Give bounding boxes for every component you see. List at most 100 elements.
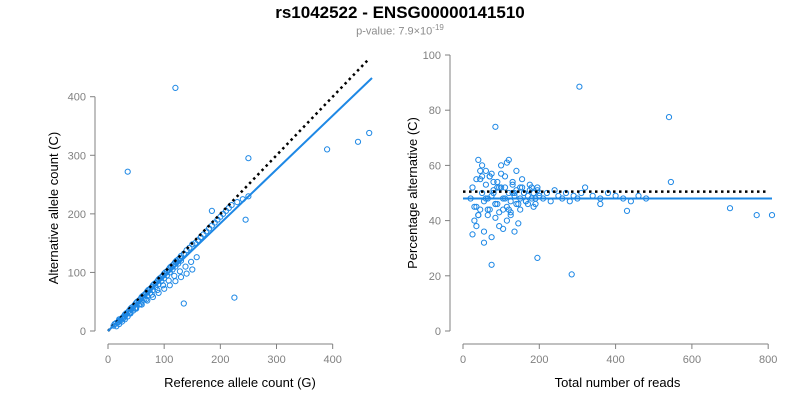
- left-data-point: [183, 270, 190, 277]
- left-x-tick-label: 300: [267, 354, 285, 366]
- right-data-point: [513, 200, 520, 208]
- right-data-point: [479, 162, 486, 169]
- right-x-tick-label: 200: [530, 354, 548, 366]
- right-data-point: [503, 159, 510, 166]
- right-data-point: [517, 206, 524, 213]
- right-x-tick-label: 0: [460, 354, 466, 366]
- left-data-point: [124, 168, 131, 175]
- right-data-point: [471, 203, 478, 210]
- right-data-point: [501, 184, 509, 191]
- left-data-point: [189, 241, 196, 248]
- left-x-axis-title: Reference allele count (G): [164, 375, 316, 390]
- right-data-point: [505, 189, 512, 197]
- left-data-point: [208, 207, 215, 214]
- left-x-tick-label: 400: [324, 354, 342, 366]
- left-data-point: [143, 296, 150, 303]
- left-x-tick-label: 0: [105, 354, 111, 366]
- right-data-point: [494, 200, 501, 208]
- right-data-point: [498, 162, 505, 169]
- right-data-point: [492, 123, 499, 130]
- chart-subtitle: p-value: 7.9×10-19: [0, 23, 800, 38]
- right-x-tick-label: 800: [759, 354, 777, 366]
- right-data-point: [469, 231, 476, 238]
- left-panel: 0 100 200 300 400 0 100 200 300 400 Reference alle…: [46, 57, 373, 390]
- right-data-point: [597, 200, 604, 208]
- right-data-point: [475, 212, 482, 219]
- left-x-tick-label: 100: [155, 354, 173, 366]
- right-y-axis-title: Percentage alternative (C): [405, 117, 420, 269]
- left-data-point: [172, 278, 179, 285]
- left-y-tick-label: 200: [68, 209, 86, 221]
- right-data-point: [503, 217, 510, 224]
- left-data-point: [234, 199, 241, 206]
- right-data-point: [501, 173, 509, 180]
- left-y-axis-title: Alternative allele count (C): [46, 132, 61, 284]
- left-data-point: [180, 300, 187, 307]
- right-data-point: [665, 114, 673, 121]
- left-data-point: [177, 257, 185, 264]
- right-data-point: [490, 178, 497, 186]
- left-y-tick-label: 100: [68, 267, 86, 279]
- right-data-point: [517, 184, 524, 191]
- left-reference-line: [107, 57, 371, 332]
- right-x-axis-title: Total number of reads: [555, 375, 681, 390]
- right-data-point: [480, 239, 488, 246]
- left-y-tick-label: 0: [80, 326, 86, 338]
- left-data-point: [154, 286, 161, 294]
- right-data-point: [488, 170, 495, 177]
- right-data-point: [511, 189, 518, 197]
- left-data-point: [165, 277, 172, 284]
- left-data-point: [231, 294, 238, 301]
- right-data-point: [582, 184, 589, 191]
- right-data-point: [500, 206, 507, 213]
- right-data-point: [482, 167, 489, 174]
- right-data-point: [543, 189, 551, 197]
- right-data-point: [500, 225, 507, 232]
- right-data-point: [488, 261, 495, 268]
- right-data-point: [667, 178, 675, 186]
- left-data-point: [193, 254, 200, 261]
- right-data-point: [471, 217, 478, 224]
- right-data-point: [530, 203, 537, 210]
- right-data-point: [515, 200, 522, 208]
- left-data-point: [144, 297, 151, 304]
- right-data-point: [534, 254, 541, 261]
- right-x-tick-label: 400: [606, 354, 624, 366]
- right-y-tick-label: 40: [429, 216, 441, 228]
- p-value-text: p-value: 7.9×10: [356, 25, 433, 38]
- left-data-point: [188, 258, 195, 265]
- left-data-point: [366, 129, 373, 137]
- right-data-point: [492, 214, 499, 221]
- left-data-point: [177, 274, 185, 281]
- left-data-point: [161, 285, 168, 292]
- right-y-tick-label: 60: [429, 160, 441, 172]
- right-data-point: [511, 228, 518, 235]
- right-data-point: [475, 156, 482, 163]
- right-data-point: [477, 167, 484, 174]
- right-panel: 0 200 400 600 800 0 20 40 60 80 100 Total number of…: [405, 50, 777, 390]
- right-data-point: [623, 207, 631, 214]
- right-x-tick-label: 600: [683, 354, 701, 366]
- right-data-point: [498, 184, 505, 191]
- left-data-point: [245, 155, 252, 162]
- left-data-point: [172, 84, 179, 92]
- right-y-tick-label: 20: [429, 271, 441, 283]
- right-data-point: [488, 234, 495, 241]
- right-data-point: [473, 203, 480, 210]
- left-data-point: [354, 138, 362, 145]
- left-data-point: [155, 289, 162, 296]
- p-value-exponent: -19: [432, 23, 444, 32]
- left-data-point: [137, 301, 144, 308]
- left-data-point: [245, 193, 252, 200]
- left-data-point: [159, 282, 167, 289]
- right-data-point: [492, 200, 499, 208]
- left-data-point: [189, 266, 196, 273]
- right-y-tick-label: 80: [429, 105, 441, 117]
- right-data-point: [509, 181, 516, 188]
- chart-title: rs1042522 - ENSG00000141510: [275, 3, 525, 22]
- right-data-point: [768, 212, 776, 219]
- right-data-point: [494, 184, 501, 191]
- left-data-point: [176, 268, 183, 275]
- right-data-point: [507, 212, 514, 219]
- right-y-tick-label: 0: [435, 326, 441, 338]
